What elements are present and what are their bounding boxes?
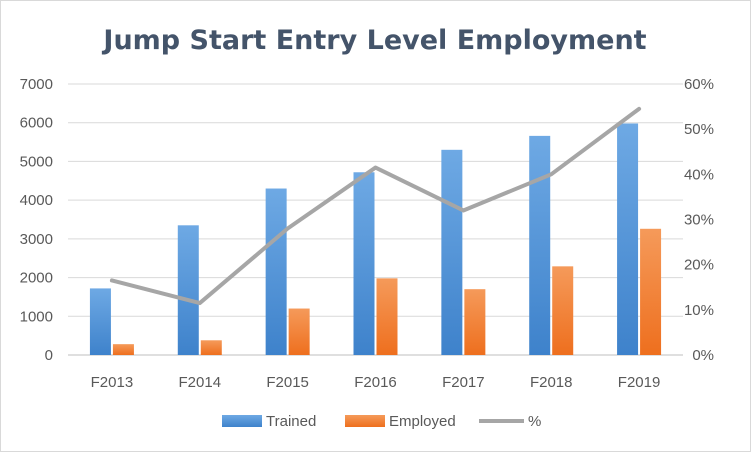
- bar-employed: [640, 228, 662, 355]
- right-tick-label: 30%: [684, 212, 714, 229]
- left-tick-label: 3000: [20, 231, 53, 248]
- category-label: F2017: [442, 374, 485, 391]
- bar-employed: [376, 278, 398, 355]
- left-tick-label: 2000: [20, 270, 53, 287]
- bars: [89, 123, 662, 355]
- bar-employed: [288, 308, 310, 355]
- bar-employed: [112, 344, 134, 355]
- bar-trained: [353, 172, 375, 355]
- left-tick-label: 0: [45, 347, 53, 364]
- category-label: F2016: [354, 374, 397, 391]
- right-tick-label: 60%: [684, 76, 714, 93]
- bar-employed: [200, 340, 222, 355]
- left-axis: 0 1000 2000 3000 4000 5000 6000 7000: [20, 76, 53, 364]
- right-axis: 0% 10% 20% 30% 40% 50% 60%: [684, 76, 714, 364]
- bar-employed: [552, 266, 574, 355]
- category-label: F2013: [91, 374, 134, 391]
- legend-label: Trained: [266, 413, 316, 430]
- legend-label: %: [528, 413, 541, 430]
- x-axis: F2013 F2014 F2015 F2016 F2017 F2018 F2019: [91, 374, 661, 391]
- category-label: F2018: [530, 374, 573, 391]
- bar-trained: [265, 188, 287, 355]
- bar-employed: [464, 289, 486, 355]
- right-tick-label: 10%: [684, 302, 714, 319]
- left-tick-label: 1000: [20, 308, 53, 325]
- bar-trained: [177, 225, 199, 355]
- left-tick-label: 5000: [20, 153, 53, 170]
- category-label: F2019: [618, 374, 661, 391]
- bar-trained: [441, 149, 463, 355]
- gridlines: [68, 83, 683, 356]
- category-label: F2015: [266, 374, 309, 391]
- left-tick-label: 6000: [20, 115, 53, 132]
- legend: Trained Employed%: [222, 413, 541, 430]
- line-percent: [109, 106, 642, 306]
- right-tick-label: 50%: [684, 121, 714, 138]
- bar-trained: [617, 123, 639, 355]
- legend-swatch-trained: [222, 415, 262, 427]
- category-label: F2014: [179, 374, 222, 391]
- left-tick-label: 4000: [20, 192, 53, 209]
- chart-title: Jump Start Entry Level Employment: [101, 25, 646, 56]
- percent-line: [109, 106, 642, 306]
- bar-trained: [529, 135, 551, 355]
- right-tick-label: 40%: [684, 166, 714, 183]
- legend-swatch-employed: [345, 415, 385, 427]
- legend-label: Employed: [389, 413, 456, 430]
- right-tick-label: 0%: [692, 347, 714, 364]
- left-tick-label: 7000: [20, 76, 53, 93]
- right-tick-label: 20%: [684, 257, 714, 274]
- bar-trained: [89, 288, 111, 355]
